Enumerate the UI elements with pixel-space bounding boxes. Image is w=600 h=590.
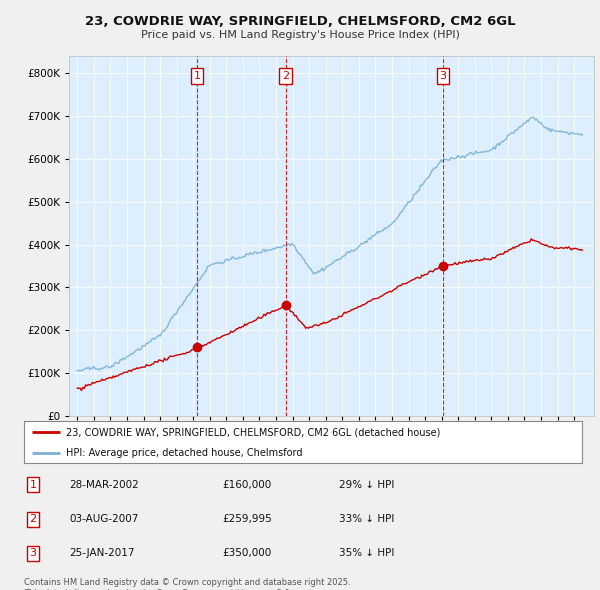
Text: Price paid vs. HM Land Registry's House Price Index (HPI): Price paid vs. HM Land Registry's House … bbox=[140, 30, 460, 40]
Text: £350,000: £350,000 bbox=[222, 548, 271, 558]
Text: 35% ↓ HPI: 35% ↓ HPI bbox=[339, 548, 394, 558]
Text: 1: 1 bbox=[29, 480, 37, 490]
Text: 25-JAN-2017: 25-JAN-2017 bbox=[69, 548, 134, 558]
Text: 28-MAR-2002: 28-MAR-2002 bbox=[69, 480, 139, 490]
Text: 29% ↓ HPI: 29% ↓ HPI bbox=[339, 480, 394, 490]
Text: 3: 3 bbox=[439, 71, 446, 81]
Text: 03-AUG-2007: 03-AUG-2007 bbox=[69, 514, 139, 524]
Text: 23, COWDRIE WAY, SPRINGFIELD, CHELMSFORD, CM2 6GL: 23, COWDRIE WAY, SPRINGFIELD, CHELMSFORD… bbox=[85, 15, 515, 28]
Text: £160,000: £160,000 bbox=[222, 480, 271, 490]
Text: 23, COWDRIE WAY, SPRINGFIELD, CHELMSFORD, CM2 6GL (detached house): 23, COWDRIE WAY, SPRINGFIELD, CHELMSFORD… bbox=[66, 427, 440, 437]
Text: 1: 1 bbox=[194, 71, 200, 81]
Text: 2: 2 bbox=[282, 71, 289, 81]
Text: 2: 2 bbox=[29, 514, 37, 524]
Text: HPI: Average price, detached house, Chelmsford: HPI: Average price, detached house, Chel… bbox=[66, 448, 302, 457]
Text: 3: 3 bbox=[29, 548, 37, 558]
Text: £259,995: £259,995 bbox=[222, 514, 272, 524]
Text: 33% ↓ HPI: 33% ↓ HPI bbox=[339, 514, 394, 524]
Text: Contains HM Land Registry data © Crown copyright and database right 2025.
This d: Contains HM Land Registry data © Crown c… bbox=[24, 578, 350, 590]
